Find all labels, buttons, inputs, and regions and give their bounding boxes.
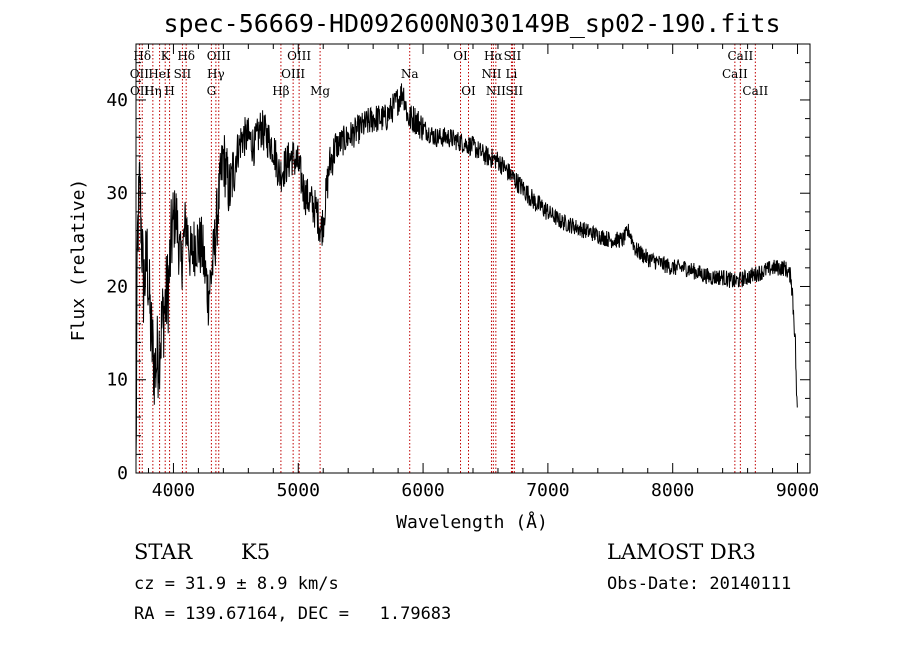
redshift-cz: cz = 31.9 ± 8.9 km/s	[134, 574, 339, 594]
spectral-line-label: CaII	[722, 67, 748, 81]
spectral-line-label: OIII	[207, 49, 231, 63]
spectral-line-label: NII	[481, 67, 501, 81]
spectral-line-label: H	[164, 84, 174, 98]
spectral-line-label: CaII	[727, 49, 753, 63]
object-class: STAR	[134, 540, 193, 564]
spectral-line-label: SII	[505, 84, 523, 98]
spectral-line-label: Hδ	[177, 49, 195, 63]
spectrum-chart: spec-56669-HD092600N030149B_sp02-190.fit…	[68, 9, 819, 533]
spectral-line-label: Hβ	[272, 84, 289, 98]
spectral-line-label: Hα	[484, 49, 503, 63]
spectral-line-label: OI	[453, 49, 468, 63]
x-tick-label: 6000	[401, 480, 444, 501]
x-tick-label: 9000	[776, 480, 819, 501]
x-tick-label: 8000	[651, 480, 694, 501]
spectral-line-label: CaII	[742, 84, 768, 98]
spectral-line-label: SII	[174, 67, 192, 81]
spectral-line-label: OII	[130, 84, 150, 98]
y-axis-label: Flux (relative)	[68, 179, 89, 342]
y-tick-label: 40	[106, 90, 128, 111]
spectral-line-label: Li	[506, 67, 518, 81]
y-tick-label: 30	[106, 183, 128, 204]
x-tick-label: 4000	[152, 480, 195, 501]
spectral-line-label: G	[207, 84, 217, 98]
spectral-line-label: Na	[401, 67, 419, 81]
ra-dec: RA = 139.67164, DEC = 1.79683	[134, 604, 452, 624]
spectral-line-label: OI	[461, 84, 476, 98]
spectral-line-label: K	[161, 49, 171, 63]
spectral-line-label: Hγ	[207, 67, 225, 81]
spectral-line-label: Hη	[144, 84, 162, 98]
plot-frame	[135, 43, 811, 474]
survey-name: LAMOST DR3	[607, 540, 756, 564]
spectral-line-label: OIII	[281, 67, 305, 81]
x-axis-ticks: 4000 5000 6000 7000 8000 9000	[147, 44, 819, 501]
x-tick-label: 7000	[526, 480, 569, 501]
spectral-line-label: Mg	[310, 84, 330, 98]
spectral-line-label: HeI	[148, 67, 171, 81]
y-tick-label: 10	[106, 370, 128, 391]
chart-title: spec-56669-HD092600N030149B_sp02-190.fit…	[163, 9, 780, 38]
spectral-line-label: NII	[486, 84, 506, 98]
y-tick-label: 0	[117, 463, 128, 484]
y-tick-label: 20	[106, 276, 128, 297]
spectral-line-label: OIII	[287, 49, 311, 63]
x-tick-label: 5000	[277, 480, 320, 501]
spectrum-line	[135, 83, 798, 459]
y-axis-ticks: 0 10 20 30 40	[106, 62, 810, 484]
x-axis-label: Wavelength (Å)	[396, 511, 548, 533]
spectral-line-label: Hδ	[133, 49, 151, 63]
spectral-line-label: OII	[130, 67, 150, 81]
spectral-line-label: SII	[504, 49, 522, 63]
observation-date: Obs-Date: 20140111	[607, 574, 792, 594]
subclass: K5	[241, 540, 271, 564]
